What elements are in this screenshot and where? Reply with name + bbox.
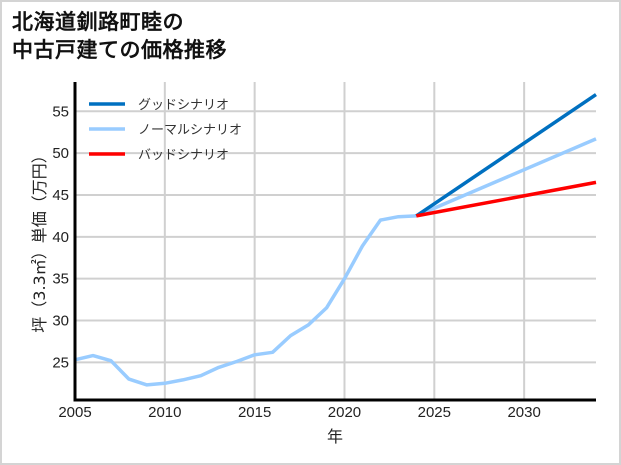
axes	[73, 82, 596, 402]
x-tick-label: 2005	[58, 404, 91, 421]
legend-label: グッドシナリオ	[138, 98, 229, 113]
series-line	[415, 137, 597, 218]
y-tick-label: 35	[52, 271, 69, 288]
x-tick-label: 2030	[507, 404, 540, 421]
series-line	[74, 214, 417, 387]
y-tick-label: 25	[52, 354, 69, 371]
y-tick-label: 45	[52, 187, 69, 204]
data-lines	[74, 93, 597, 387]
x-tick-label: 2025	[418, 404, 451, 421]
legend-label: バッドシナリオ	[138, 148, 229, 163]
y-tick-label: 50	[52, 145, 69, 162]
chart-title: 北海道釧路町睦の 中古戸建ての価格推移	[12, 8, 227, 64]
chart-title-line-1: 北海道釧路町睦の	[12, 10, 184, 34]
x-tick-label: 2010	[148, 404, 181, 421]
y-tick-label: 40	[52, 229, 69, 246]
x-axis-label: 年	[327, 427, 343, 446]
legend-label: ノーマルシナリオ	[138, 123, 242, 138]
series-line	[415, 93, 597, 218]
y-axis-label: 坪（3.3㎡）単価（万円）	[30, 147, 49, 332]
series-line	[415, 180, 597, 218]
y-tick-label: 30	[52, 313, 69, 330]
x-tick-label: 2020	[328, 404, 361, 421]
grid-lines	[75, 82, 596, 400]
chart-title-line-2: 中古戸建ての価格推移	[12, 38, 227, 62]
y-tick-label: 55	[52, 103, 69, 120]
tick-labels: 25 30 35 40 45 50 55 2005 2010 2015 2020 2025 2030	[52, 103, 541, 421]
x-tick-label: 2015	[238, 404, 271, 421]
